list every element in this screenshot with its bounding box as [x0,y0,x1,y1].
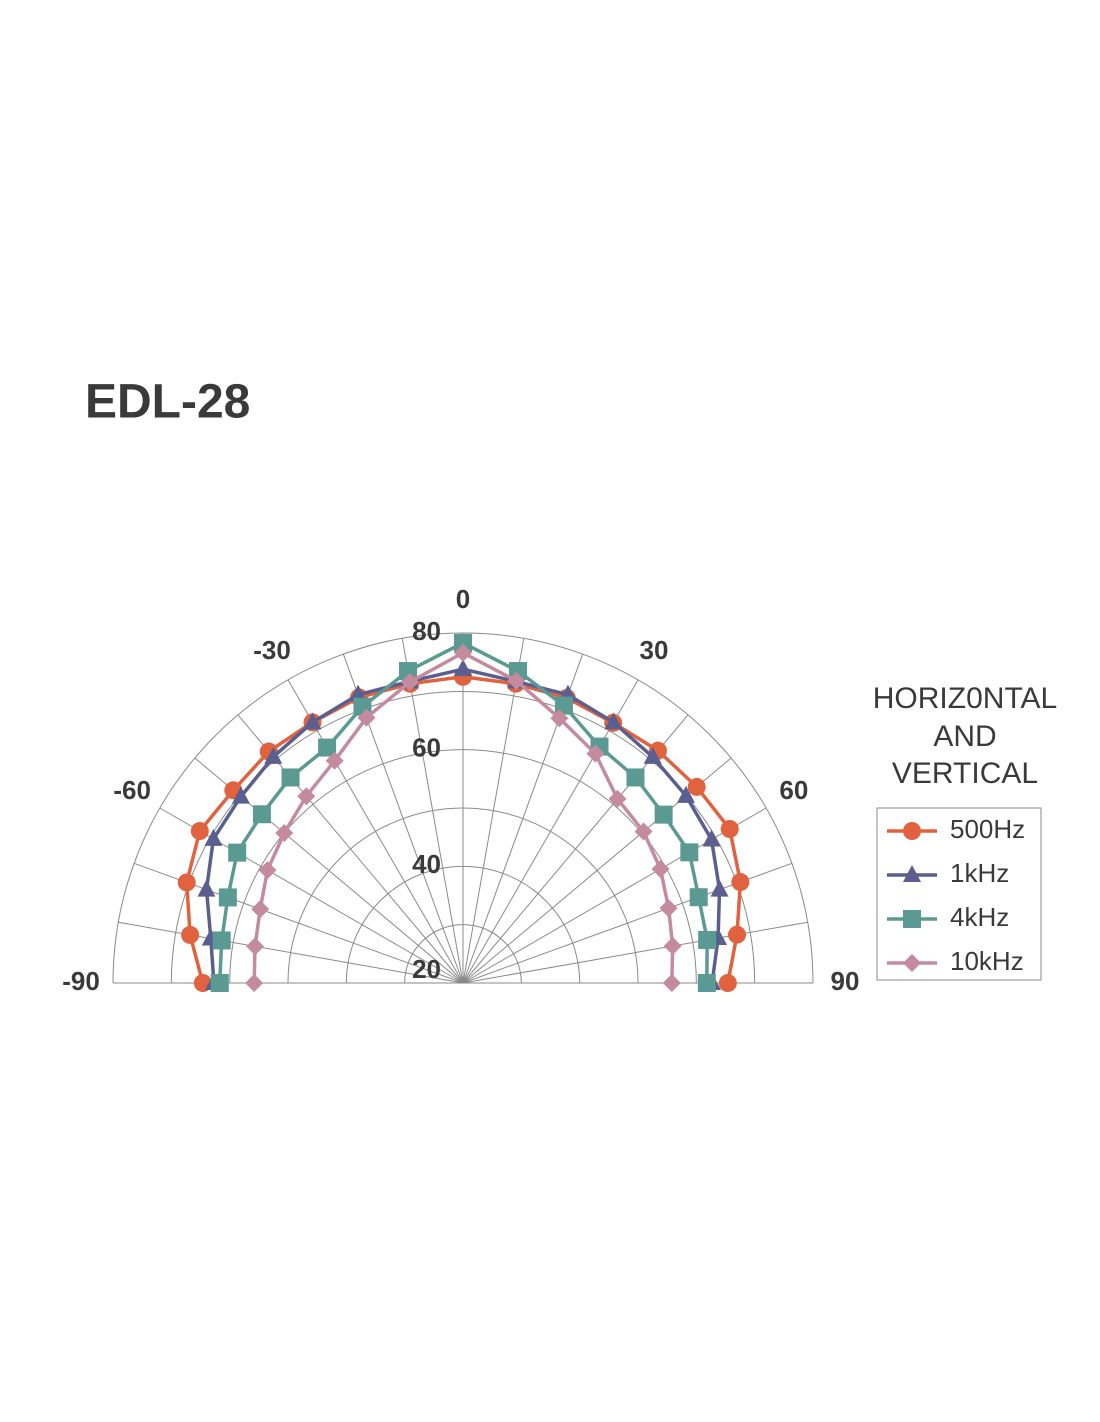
theta-tick-label: -30 [253,635,291,665]
legend-title: VERTICAL [892,757,1038,790]
marker [731,873,750,892]
marker [454,643,472,662]
marker [720,820,739,838]
marker [303,712,322,730]
marker [218,888,237,907]
marker [325,751,344,770]
marker [181,925,200,944]
r-tick-label: 40 [412,849,441,879]
marker [210,974,229,992]
grid-spoke [287,679,464,984]
marker [204,828,223,846]
marker [626,768,645,787]
marker [689,888,708,907]
legend-label: 500Hz [950,814,1025,844]
marker [680,843,699,862]
marker [454,633,472,652]
r-tick-label: 80 [412,616,441,646]
marker [698,930,717,949]
marker [251,900,270,919]
marker [454,659,472,677]
marker [654,805,673,824]
grid-spoke [462,638,525,984]
marker [212,931,231,950]
marker [728,925,747,944]
marker [687,777,706,796]
r-tick-label: 60 [412,733,441,763]
marker [190,822,209,841]
grid-spoke [118,921,464,984]
legend-label: 10kHz [950,946,1024,976]
series-line [184,675,743,984]
grid-spoke [401,638,464,984]
marker [400,672,419,691]
marker [318,738,337,757]
chart-title: EDL-28 [85,376,250,429]
marker [697,974,716,992]
marker [231,786,250,804]
legend-marker [903,865,921,882]
grid-spoke [462,921,808,984]
legend-label: 4kHz [950,902,1009,932]
marker [357,708,376,727]
marker [297,787,316,806]
marker [643,746,662,764]
theta-tick-label: 0 [456,584,470,614]
marker [281,768,300,787]
theta-tick-label: 90 [831,966,860,996]
marker [710,879,729,897]
marker [228,843,247,862]
legend-label: 1kHz [950,858,1009,888]
marker [245,974,264,992]
marker [718,974,737,992]
legend-title: AND [933,720,996,753]
marker [676,785,695,803]
marker [349,684,368,702]
marker [651,859,670,878]
marker [177,873,196,892]
marker [662,974,681,992]
theta-tick-label: 60 [779,775,808,805]
marker [634,822,653,841]
marker [550,709,569,728]
theta-tick-label: 30 [640,635,669,665]
r-tick-label: 20 [412,954,441,984]
marker [608,789,627,808]
marker [702,829,721,847]
theta-tick-label: -90 [62,966,100,996]
marker [252,805,271,824]
marker [246,937,265,956]
legend-marker [903,954,921,972]
marker [507,671,526,690]
legend-title: HORIZ0NTAL [873,682,1057,715]
marker [663,937,682,956]
marker [258,861,277,880]
marker [604,712,623,730]
marker [659,899,678,918]
legend-marker [903,822,921,840]
marker [264,746,283,764]
marker [275,824,294,843]
theta-tick-label: -60 [113,775,151,805]
legend-box [876,807,1042,981]
marker [197,879,216,897]
marker [586,744,605,763]
legend-marker [903,910,921,928]
